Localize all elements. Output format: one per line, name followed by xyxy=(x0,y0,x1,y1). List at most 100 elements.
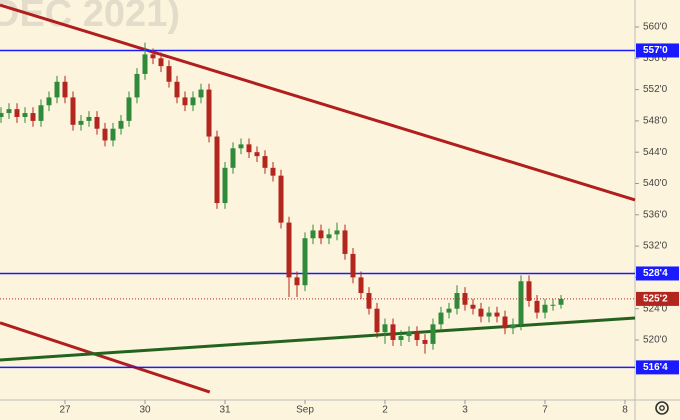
candle-body xyxy=(142,54,148,74)
candle-body xyxy=(102,128,108,141)
candle-body xyxy=(206,89,212,137)
y-tick-label: 520'0 xyxy=(643,335,668,346)
candle-body xyxy=(326,234,332,239)
candle-body xyxy=(430,324,436,344)
y-tick-label: 556'0 xyxy=(643,53,668,64)
x-tick-label: 7 xyxy=(542,405,548,416)
candle-body xyxy=(286,222,292,278)
trend-line xyxy=(0,321,211,394)
candle-body xyxy=(6,109,12,114)
candle-body xyxy=(38,105,44,121)
y-tick-label: 536'0 xyxy=(643,209,668,220)
candle-body xyxy=(414,332,420,340)
candle-body xyxy=(230,148,236,168)
candle-body xyxy=(422,339,428,344)
level-label-box xyxy=(636,43,679,58)
candle-body xyxy=(86,116,92,121)
y-tick-label: 548'0 xyxy=(643,116,668,127)
gear-hub[interactable] xyxy=(659,405,665,411)
candle-body xyxy=(238,144,244,149)
candle-body xyxy=(0,113,4,117)
x-tick-label: 2 xyxy=(382,405,388,416)
candle-body xyxy=(30,113,36,121)
candle-body xyxy=(46,97,52,106)
candle-body xyxy=(150,54,156,59)
candle-body xyxy=(526,281,532,301)
last-price-box xyxy=(636,291,679,306)
candle-body xyxy=(294,277,300,286)
level-label-box xyxy=(636,266,679,281)
candle-body xyxy=(494,312,500,317)
candle-body xyxy=(550,304,556,306)
candle-body xyxy=(342,230,348,254)
candle-body xyxy=(54,81,60,98)
candle-body xyxy=(214,136,220,204)
y-tick-label: 540'0 xyxy=(643,178,668,189)
candle-body xyxy=(246,144,252,153)
x-tick-label: 30 xyxy=(139,405,151,416)
candle-body xyxy=(398,336,404,340)
candle-body xyxy=(310,230,316,239)
candle-body xyxy=(406,332,412,337)
candle-body xyxy=(518,281,524,325)
candle-body xyxy=(350,253,356,278)
candle-body xyxy=(134,73,140,98)
candle-body xyxy=(126,97,132,121)
candle-body xyxy=(110,128,116,141)
candle-body xyxy=(158,58,164,67)
candle-body xyxy=(22,113,28,117)
last-price-label: 525'2 xyxy=(643,294,668,305)
candle-body xyxy=(302,238,308,286)
candle-body xyxy=(374,308,380,333)
x-tick-label: 27 xyxy=(59,405,71,416)
candle-body xyxy=(470,304,476,309)
gear[interactable] xyxy=(655,401,669,415)
y-tick-label: 524'0 xyxy=(643,303,668,314)
candle-body xyxy=(222,167,228,204)
candle-body xyxy=(478,308,484,317)
level-label: 557'0 xyxy=(643,45,668,56)
candle-body xyxy=(358,277,364,294)
level-label: 516'4 xyxy=(643,362,668,373)
candle-body xyxy=(454,293,460,309)
candle-body xyxy=(558,298,564,305)
candle-body xyxy=(166,66,172,82)
candle-body xyxy=(510,324,516,329)
candle-body xyxy=(390,324,396,340)
candle-body xyxy=(118,120,124,129)
candle-body xyxy=(534,300,540,313)
x-tick-label: 3 xyxy=(462,405,468,416)
candle-body xyxy=(70,97,76,125)
y-tick-label: 532'0 xyxy=(643,241,668,252)
candle-body xyxy=(366,293,372,309)
trend-line xyxy=(0,316,636,362)
candle-body xyxy=(198,89,204,98)
x-tick-label: Sep xyxy=(296,405,314,416)
candle-body xyxy=(318,230,324,239)
y-tick-label: 560'0 xyxy=(643,22,668,33)
candle-body xyxy=(94,116,100,129)
level-label-box xyxy=(636,360,679,375)
x-tick-label: 31 xyxy=(219,405,231,416)
candle-body xyxy=(502,316,508,329)
candle-body xyxy=(182,97,188,106)
candle-body xyxy=(446,308,452,313)
candle-body xyxy=(542,304,548,313)
candle-body xyxy=(278,175,284,223)
settings-icon[interactable] xyxy=(655,401,669,415)
candle-body xyxy=(486,312,492,317)
candle-body xyxy=(174,81,180,98)
candle-body xyxy=(190,97,196,106)
x-tick-label: 8 xyxy=(622,405,628,416)
candle-body xyxy=(438,312,444,325)
level-label: 528'4 xyxy=(643,268,668,279)
watermark: DEC 2021) xyxy=(0,0,180,35)
y-tick-label: 544'0 xyxy=(643,147,668,158)
candle-body xyxy=(62,81,68,98)
candle-body xyxy=(14,109,20,117)
y-tick-label: 552'0 xyxy=(643,84,668,95)
candle-body xyxy=(270,167,276,176)
candle-body xyxy=(254,152,260,157)
